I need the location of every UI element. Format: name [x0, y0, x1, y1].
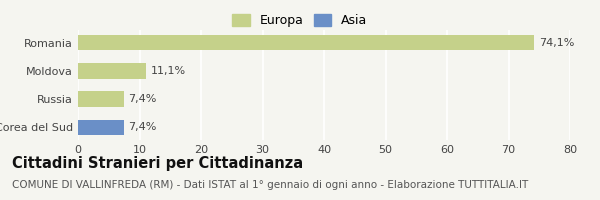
Text: Cittadini Stranieri per Cittadinanza: Cittadini Stranieri per Cittadinanza — [12, 156, 303, 171]
Bar — [78, 63, 146, 79]
Text: 7,4%: 7,4% — [128, 94, 157, 104]
Bar — [78, 120, 124, 135]
Text: 7,4%: 7,4% — [128, 122, 157, 132]
Legend: Europa, Asia: Europa, Asia — [229, 10, 371, 31]
Bar — [78, 35, 534, 50]
Text: 11,1%: 11,1% — [151, 66, 187, 76]
Bar — [78, 91, 124, 107]
Text: COMUNE DI VALLINFREDA (RM) - Dati ISTAT al 1° gennaio di ogni anno - Elaborazion: COMUNE DI VALLINFREDA (RM) - Dati ISTAT … — [12, 180, 528, 190]
Text: 74,1%: 74,1% — [539, 38, 574, 48]
